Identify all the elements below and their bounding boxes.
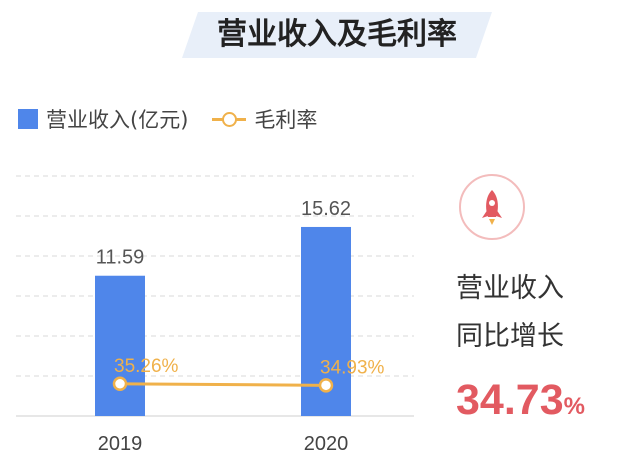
chart-plot: 11.59 15.62 35.26% 34.93% 2019 2020: [16, 175, 414, 455]
chart-title: 营业收入及毛利率: [217, 17, 457, 52]
rocket-icon: [482, 190, 502, 225]
legend: 营业收入(亿元) 毛利率: [18, 104, 317, 134]
bar-value-label: 15.62: [301, 198, 351, 220]
bar-value-label: 11.59: [96, 247, 145, 269]
legend-label-margin: 毛利率: [254, 108, 318, 132]
margin-value-label: 34.93%: [320, 357, 385, 378]
legend-label-revenue: 营业收入(亿元): [46, 108, 189, 132]
margin-value-label: 35.26%: [114, 356, 179, 377]
kpi-icon-badge: [459, 174, 525, 240]
margin-point-2019: [112, 376, 128, 392]
kpi-label-line1: 营业收入: [456, 273, 564, 304]
kpi-value-unit: %: [563, 393, 585, 420]
bar-2019: [95, 275, 145, 416]
x-tick-label: 2020: [304, 433, 349, 455]
title-banner: [182, 12, 492, 58]
margin-line: [119, 382, 327, 387]
margin-point-2020: [318, 378, 334, 393]
kpi-value: 34.73%: [456, 376, 585, 425]
legend-swatch-margin: [212, 109, 247, 129]
legend-swatch-revenue: [18, 109, 38, 129]
kpi-value-number: 34.73: [456, 376, 564, 424]
x-tick-label: 2019: [98, 433, 143, 455]
kpi-label-line2: 同比增长: [456, 321, 564, 352]
